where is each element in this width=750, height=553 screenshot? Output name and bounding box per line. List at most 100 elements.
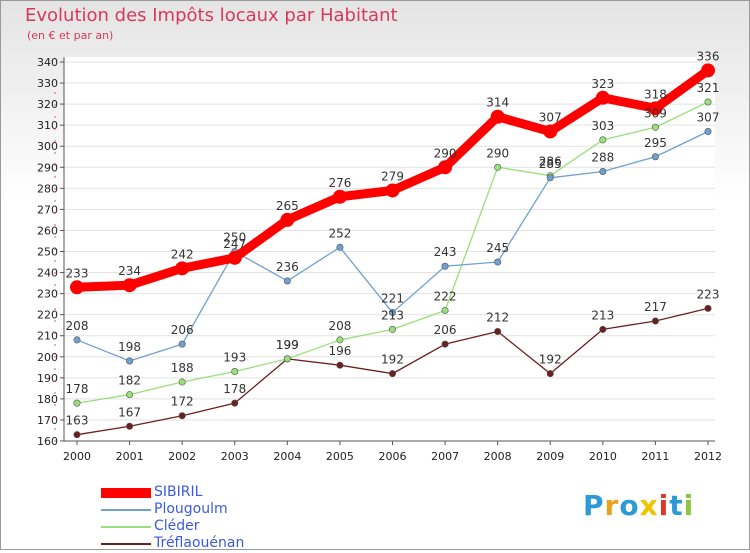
data-point — [441, 306, 449, 314]
data-point — [178, 378, 186, 386]
data-point — [231, 368, 239, 376]
legend-item: Tréflaouénan — [101, 535, 301, 553]
legend-label: SIBIRIL — [154, 484, 203, 500]
data-point — [122, 278, 137, 293]
chart-title: Evolution des Impôts locaux par Habitant — [25, 5, 398, 26]
data-label: 199 — [276, 338, 299, 352]
logo-letter: P — [583, 489, 605, 522]
x-tick-label: 2004 — [273, 450, 301, 463]
data-point — [441, 262, 449, 270]
data-label: 250 — [223, 231, 246, 245]
data-label: 213 — [381, 308, 404, 322]
data-point — [178, 412, 186, 420]
y-tick-label: 300 — [37, 140, 58, 153]
data-point — [599, 136, 607, 144]
data-label: 243 — [434, 245, 457, 259]
y-tick-label: 270 — [37, 203, 58, 216]
data-label: 206 — [434, 323, 457, 337]
y-tick-label: 260 — [37, 224, 58, 237]
data-point — [704, 304, 712, 312]
plot-area — [64, 57, 715, 441]
y-tick-label: 250 — [37, 246, 58, 259]
y-tick-label: 290 — [37, 161, 58, 174]
data-label: 247 — [223, 237, 246, 251]
y-tick-label: 240 — [37, 267, 58, 280]
data-label: 288 — [591, 150, 614, 164]
x-tick-label: 2001 — [116, 450, 144, 463]
data-point — [280, 212, 295, 227]
data-label: 236 — [276, 260, 299, 274]
data-point — [388, 309, 396, 317]
chart-subtitle: (en € et par an) — [27, 29, 114, 42]
y-tick-label: 230 — [37, 288, 58, 301]
data-label: 212 — [486, 311, 509, 325]
data-point — [178, 340, 186, 348]
data-label: 213 — [591, 308, 614, 322]
data-label: 245 — [486, 241, 509, 255]
logo-letter: o — [619, 489, 640, 522]
data-point — [543, 124, 558, 139]
data-point — [227, 250, 242, 265]
data-label: 192 — [539, 353, 562, 367]
data-label: 286 — [539, 155, 562, 169]
data-point — [231, 399, 239, 407]
data-label: 223 — [697, 287, 720, 301]
data-point — [126, 391, 134, 399]
data-label: 252 — [328, 226, 351, 240]
data-point — [494, 328, 502, 336]
data-label: 178 — [66, 382, 89, 396]
data-label: 163 — [66, 414, 89, 428]
data-point — [336, 361, 344, 369]
data-point — [701, 63, 715, 78]
data-label: 188 — [171, 361, 194, 375]
data-point — [126, 357, 134, 365]
data-label: 295 — [644, 136, 667, 150]
x-tick-label: 2011 — [641, 450, 669, 463]
data-point — [73, 399, 81, 407]
legend-label: Cléder — [154, 518, 200, 534]
legend-label: Plougoulm — [154, 501, 228, 517]
logo-letter: r — [604, 489, 620, 522]
data-point — [70, 280, 84, 295]
legend-swatch — [101, 509, 151, 511]
data-label: 178 — [223, 382, 246, 396]
data-label: 307 — [697, 110, 720, 124]
x-tick-label: 2006 — [379, 450, 407, 463]
data-point — [546, 370, 554, 378]
data-label: 233 — [66, 266, 89, 280]
data-point — [599, 325, 607, 333]
y-tick-label: 330 — [37, 77, 58, 90]
y-tick-label: 310 — [37, 119, 58, 132]
y-tick-label: 320 — [37, 98, 58, 111]
y-tick-label: 160 — [37, 435, 58, 448]
data-label: 199 — [276, 338, 299, 352]
data-label: 192 — [381, 353, 404, 367]
x-tick-label: 2008 — [484, 450, 512, 463]
data-label: 309 — [644, 106, 667, 120]
data-label: 265 — [276, 199, 299, 213]
x-tick-label: 2009 — [536, 450, 564, 463]
legend-swatch — [101, 526, 151, 528]
data-label: 208 — [66, 319, 89, 333]
legend: SIBIRIL Plougoulm Cléder Tréflaouénan — [101, 484, 301, 553]
data-label: 323 — [591, 77, 614, 91]
x-tick-label: 2002 — [168, 450, 196, 463]
data-point — [388, 325, 396, 333]
data-label: 234 — [118, 264, 141, 278]
data-label: 167 — [118, 405, 141, 419]
data-label: 303 — [591, 119, 614, 133]
legend-swatch — [101, 488, 151, 498]
y-tick-label: 210 — [37, 330, 58, 343]
data-label: 196 — [328, 344, 351, 358]
logo-letter: i — [658, 489, 670, 522]
data-point — [175, 261, 190, 276]
data-point — [651, 123, 659, 131]
data-label: 193 — [223, 351, 246, 365]
y-tick-label: 280 — [37, 182, 58, 195]
data-point — [126, 422, 134, 430]
data-point — [438, 160, 453, 175]
x-tick-label: 2012 — [694, 450, 722, 463]
data-point — [283, 355, 291, 363]
data-label: 198 — [118, 340, 141, 354]
